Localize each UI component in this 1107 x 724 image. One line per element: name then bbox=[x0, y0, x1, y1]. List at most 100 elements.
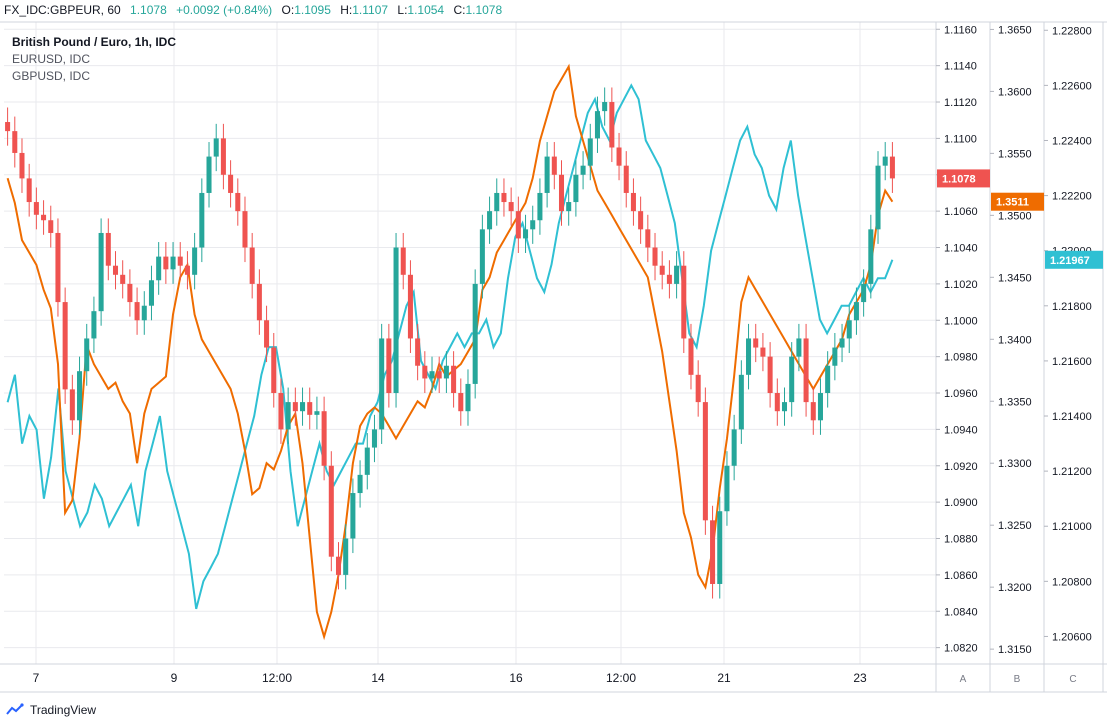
legend-gbpusd[interactable]: GBPUSD, IDC bbox=[12, 69, 91, 83]
axis-tick-label-B: 1.3350 bbox=[998, 396, 1032, 408]
axis-tick-label-A: 1.0820 bbox=[944, 643, 978, 655]
axis-tick-label-C: 1.21800 bbox=[1052, 301, 1092, 313]
candle-body bbox=[357, 474, 363, 494]
candle-body bbox=[494, 192, 500, 212]
candle-body bbox=[515, 211, 521, 239]
candle-body bbox=[379, 338, 385, 430]
candle-body bbox=[141, 305, 147, 321]
candle-body bbox=[594, 111, 600, 139]
candle-body bbox=[249, 247, 255, 284]
candle-body bbox=[156, 256, 162, 281]
chart-canvas[interactable]: 1.11601.11401.11201.11001.10801.10601.10… bbox=[0, 0, 1107, 698]
candle-body bbox=[220, 138, 226, 175]
axis-button-B[interactable]: B bbox=[1014, 674, 1021, 685]
candle-body bbox=[753, 338, 759, 348]
candle-body bbox=[666, 274, 672, 284]
candle-body bbox=[5, 122, 11, 132]
candle-body bbox=[638, 211, 644, 230]
candle-body bbox=[321, 411, 327, 466]
axis-tick-label-C: 1.21600 bbox=[1052, 356, 1092, 368]
candle-body bbox=[271, 347, 277, 394]
candle-body bbox=[659, 265, 665, 275]
candle-body bbox=[292, 402, 298, 412]
axis-tick-label-B: 1.3150 bbox=[998, 644, 1032, 656]
symbol-label[interactable]: FX_IDC:GBPEUR, 60 bbox=[4, 3, 121, 17]
candle-body bbox=[652, 247, 658, 266]
legend-main-series[interactable]: British Pound / Euro, 1h, IDC bbox=[12, 35, 177, 49]
high-value: 1.1107 bbox=[352, 3, 389, 17]
candle-body bbox=[479, 229, 485, 284]
axis-tick-label-C: 1.20800 bbox=[1052, 576, 1092, 588]
last-price-label-A: 1.1078 bbox=[942, 173, 976, 185]
candle-body bbox=[328, 465, 334, 557]
last-price-label-C: 1.21967 bbox=[1050, 255, 1090, 267]
axis-tick-label-B: 1.3600 bbox=[998, 86, 1032, 98]
tradingview-logo[interactable]: TradingView bbox=[6, 703, 96, 717]
candle-body bbox=[120, 274, 126, 284]
candle-body bbox=[882, 156, 888, 166]
candle-body bbox=[335, 556, 342, 575]
axis-tick-label-C: 1.21400 bbox=[1052, 411, 1092, 423]
candle-body bbox=[422, 365, 428, 379]
candle-body bbox=[192, 247, 198, 275]
candle-body bbox=[177, 256, 183, 266]
candle-body bbox=[26, 178, 32, 203]
tradingview-logo-icon bbox=[6, 703, 24, 715]
close-label: C: bbox=[453, 3, 466, 17]
gbpeur-candles bbox=[5, 87, 895, 599]
candle-body bbox=[796, 338, 802, 357]
axis-tick-label-A: 1.0920 bbox=[944, 461, 978, 473]
candle-body bbox=[825, 365, 831, 394]
candle-body bbox=[645, 229, 651, 248]
open-value: 1.1095 bbox=[294, 3, 331, 17]
candle-body bbox=[256, 283, 262, 321]
x-tick-label: 12:00 bbox=[262, 671, 292, 685]
legend-eurusd[interactable]: EURUSD, IDC bbox=[12, 52, 91, 66]
candle-body bbox=[48, 220, 54, 233]
candle-body bbox=[573, 174, 579, 203]
candle-body bbox=[868, 229, 874, 284]
candle-body bbox=[69, 389, 75, 421]
candle-body bbox=[889, 156, 895, 179]
candle-body bbox=[817, 393, 823, 421]
candle-body bbox=[839, 338, 845, 348]
candle-body bbox=[235, 192, 241, 212]
candle-body bbox=[861, 283, 867, 303]
candle-body bbox=[307, 402, 313, 415]
candle-body bbox=[62, 302, 68, 390]
candle-body bbox=[213, 138, 219, 157]
axis-tick-label-A: 1.0860 bbox=[944, 570, 978, 582]
candle-body bbox=[170, 256, 176, 270]
candle-body bbox=[702, 402, 708, 521]
candle-body bbox=[487, 211, 493, 230]
candle-body bbox=[810, 402, 816, 421]
candle-body bbox=[41, 214, 47, 221]
axis-tick-label-B: 1.3500 bbox=[998, 210, 1032, 222]
candle-body bbox=[767, 356, 773, 394]
low-value: 1.1054 bbox=[407, 3, 445, 17]
candle-body bbox=[19, 152, 25, 179]
candle-body bbox=[472, 283, 478, 384]
candle-body bbox=[523, 229, 529, 239]
axis-button-A[interactable]: A bbox=[960, 674, 967, 685]
candle-body bbox=[184, 265, 190, 275]
candle-body bbox=[688, 338, 694, 375]
x-tick-label: 16 bbox=[509, 671, 523, 685]
candle-body bbox=[803, 338, 809, 403]
price-change: +0.0092 (+0.84%) bbox=[176, 3, 273, 17]
candle-body bbox=[501, 192, 507, 203]
candle-body bbox=[105, 232, 111, 266]
axis-tick-label-B: 1.3300 bbox=[998, 458, 1032, 470]
candle-body bbox=[55, 232, 61, 303]
candle-body bbox=[566, 202, 572, 212]
candle-body bbox=[774, 393, 780, 412]
candle-body bbox=[544, 156, 550, 193]
axis-button-C[interactable]: C bbox=[1069, 674, 1076, 685]
candle-body bbox=[760, 347, 766, 357]
axis-tick-label-A: 1.1020 bbox=[944, 279, 978, 291]
x-tick-label: 7 bbox=[33, 671, 40, 685]
axis-tick-label-C: 1.21000 bbox=[1052, 521, 1092, 533]
axis-tick-label-B: 1.3250 bbox=[998, 520, 1032, 532]
axis-tick-label-C: 1.20600 bbox=[1052, 631, 1092, 643]
candle-body bbox=[264, 320, 270, 348]
